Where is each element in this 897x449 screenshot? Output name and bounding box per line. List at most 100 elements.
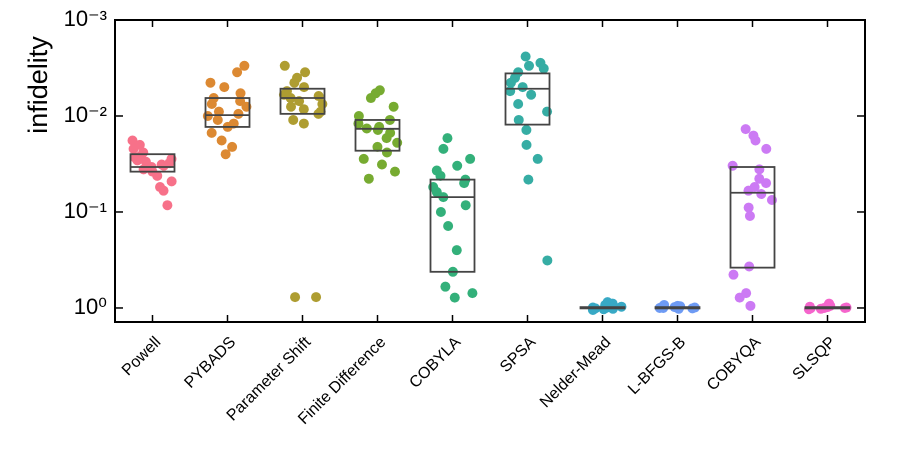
point	[239, 60, 250, 71]
point	[542, 106, 553, 117]
point	[526, 89, 537, 100]
point	[232, 67, 243, 78]
x-tick-label: COBYLA	[406, 334, 464, 392]
point	[435, 170, 446, 181]
point	[459, 178, 470, 189]
y-tick-label: 10⁻³	[64, 6, 107, 31]
point	[505, 77, 516, 88]
point	[376, 159, 387, 170]
y-tick-label: 10⁻¹	[64, 198, 107, 223]
point	[158, 185, 169, 196]
x-tick-label: SPSA	[497, 334, 539, 376]
point	[388, 101, 399, 112]
point	[216, 135, 227, 146]
point	[521, 139, 532, 150]
point	[127, 135, 138, 146]
point	[743, 202, 754, 213]
point	[372, 141, 383, 152]
point	[452, 160, 463, 171]
point	[235, 88, 246, 99]
point	[365, 93, 376, 104]
plot-frame	[114, 19, 866, 323]
point	[761, 178, 772, 189]
point	[206, 127, 217, 138]
point	[542, 255, 553, 266]
x-tick-label: L-BFGS-B	[625, 334, 689, 398]
point	[152, 170, 163, 181]
point	[532, 153, 543, 164]
box	[504, 72, 551, 126]
point	[300, 67, 311, 78]
point	[353, 110, 364, 121]
point	[513, 114, 524, 125]
point	[279, 60, 290, 71]
point	[233, 108, 244, 119]
point	[381, 133, 392, 144]
point	[289, 77, 300, 88]
point	[212, 114, 223, 125]
point	[521, 125, 532, 136]
point	[517, 82, 528, 93]
x-tick-label: COBYQA	[704, 334, 765, 395]
point	[166, 176, 177, 187]
point	[538, 63, 549, 74]
point	[745, 300, 756, 311]
point	[505, 86, 516, 97]
point	[524, 60, 535, 71]
point	[288, 114, 299, 125]
point	[513, 98, 524, 109]
point	[162, 200, 173, 211]
point	[219, 82, 230, 93]
point	[438, 143, 449, 154]
point	[158, 160, 169, 171]
point	[392, 137, 403, 148]
box	[204, 97, 251, 128]
point	[299, 82, 310, 93]
point	[744, 261, 755, 272]
point	[213, 106, 224, 117]
x-tick-label: SLSQP	[790, 334, 840, 384]
box	[429, 178, 476, 273]
point	[766, 194, 777, 205]
point	[744, 210, 755, 221]
point	[756, 189, 767, 200]
point	[523, 174, 534, 185]
x-tick-label: Powell	[119, 334, 164, 379]
point	[132, 155, 143, 166]
point	[206, 98, 217, 109]
point	[451, 245, 462, 256]
point	[358, 153, 369, 164]
point	[754, 164, 765, 175]
point	[750, 135, 761, 146]
point	[743, 185, 754, 196]
point	[460, 200, 471, 211]
box	[354, 119, 401, 152]
point	[311, 292, 322, 303]
point	[227, 141, 238, 152]
point	[298, 118, 309, 129]
point	[465, 153, 476, 164]
point	[381, 147, 392, 158]
box	[129, 153, 176, 173]
point	[435, 206, 446, 217]
y-axis-label: infidelity	[23, 36, 53, 134]
point	[449, 292, 460, 303]
point	[128, 143, 139, 154]
box	[279, 87, 326, 115]
point	[740, 124, 751, 135]
x-tick-label: Nelder-Mead	[537, 334, 614, 411]
point	[728, 269, 739, 280]
point	[442, 133, 453, 144]
point	[298, 104, 309, 115]
point	[761, 143, 772, 154]
point	[389, 166, 400, 177]
point	[467, 288, 478, 299]
point	[734, 292, 745, 303]
point	[363, 173, 374, 184]
point	[520, 51, 531, 62]
point	[727, 160, 738, 171]
point	[205, 77, 216, 88]
point	[440, 281, 451, 292]
point	[443, 221, 454, 232]
